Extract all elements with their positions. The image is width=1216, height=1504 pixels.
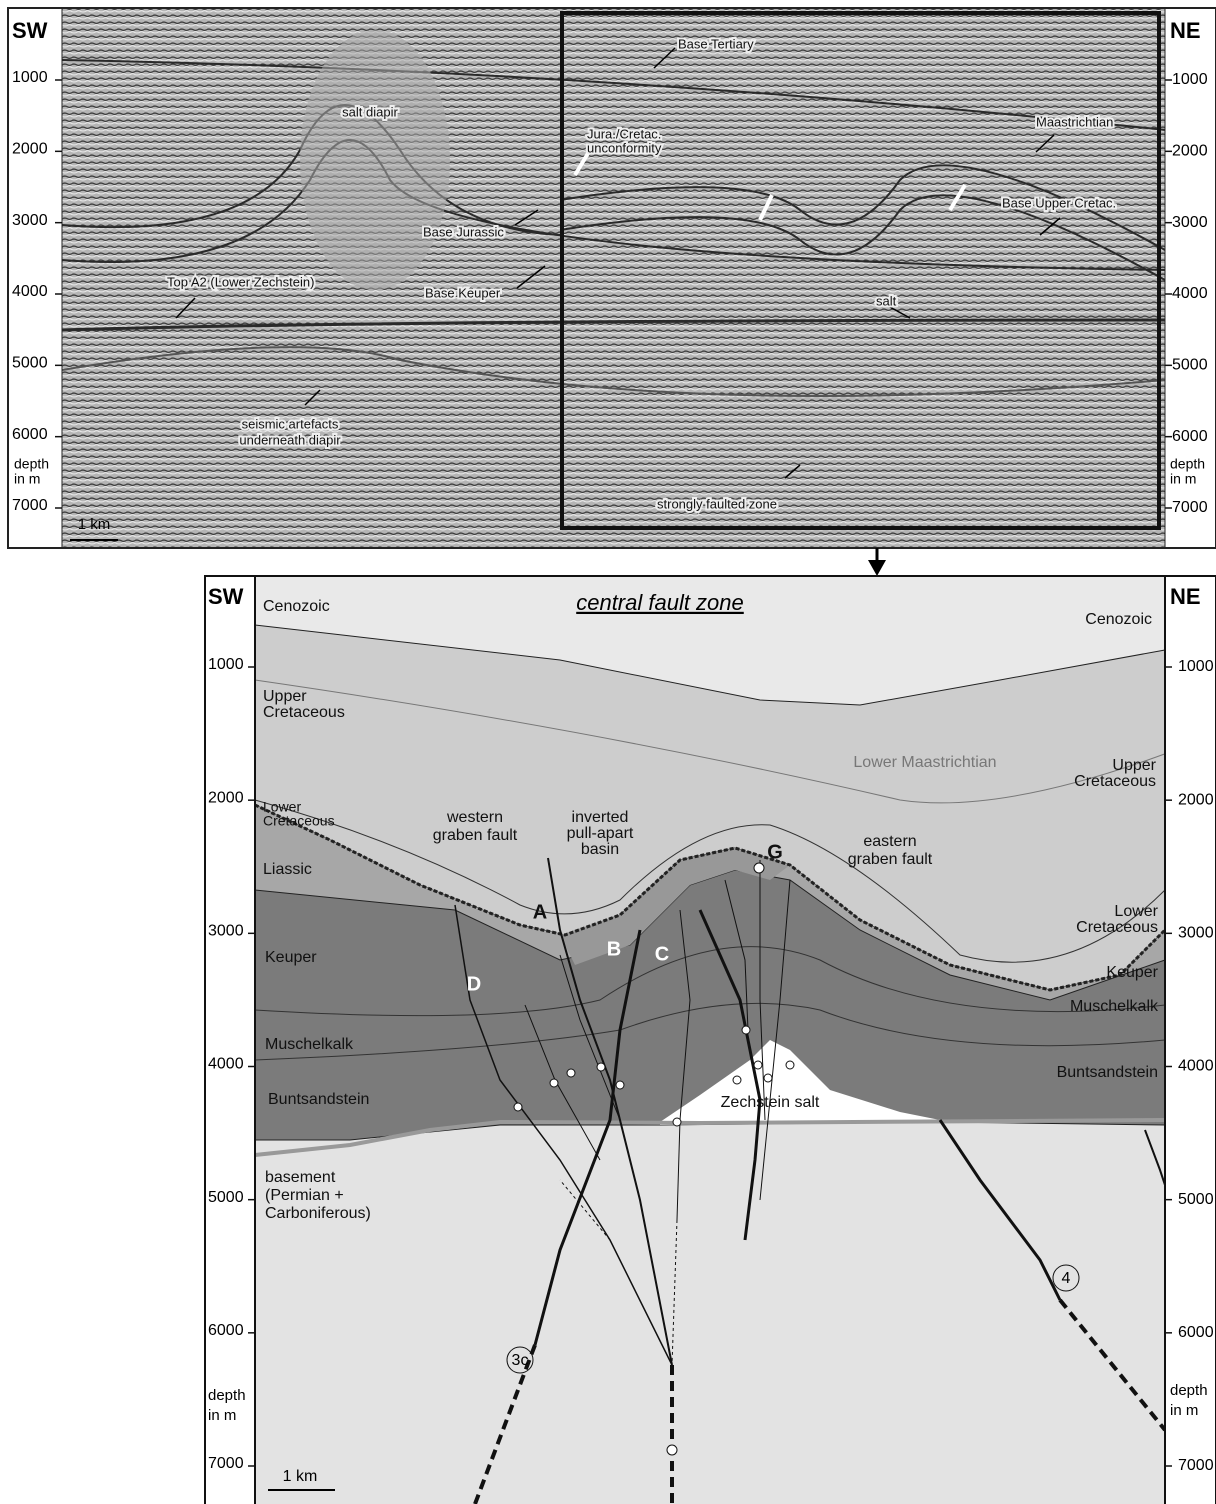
depth-tick-label: 4000 (1172, 285, 1208, 302)
depth-label: depth (208, 1387, 246, 1404)
depth-tick-label: 6000 (1178, 1324, 1214, 1341)
annotation: Cenozoic (1085, 611, 1152, 628)
scale-label: 1 km (78, 516, 111, 533)
side-label: NE (1170, 18, 1201, 43)
annotation: Upper (263, 688, 307, 705)
annotation: Cretaceous (1076, 919, 1158, 936)
annotation: Maastrichtian (1036, 114, 1113, 129)
annotation: Cretaceous (263, 813, 335, 829)
annotation: Lower (1114, 903, 1158, 920)
depth-label: in m (1170, 1402, 1198, 1419)
annotation: salt (876, 293, 897, 308)
scale-label: 1 km (283, 1468, 318, 1485)
depth-tick-label: 5000 (12, 355, 48, 372)
depth-tick-label: 7000 (1178, 1457, 1214, 1474)
depth-tick-label: 6000 (1172, 428, 1208, 445)
depth-tick-label: 2000 (1178, 791, 1214, 808)
side-label: NE (1170, 584, 1201, 609)
annotation: Zechstein salt (721, 1094, 820, 1111)
annotation: (Permian + (265, 1187, 344, 1204)
depth-label: depth (1170, 1382, 1208, 1399)
annotation: underneath diapir (239, 432, 341, 447)
depth-tick-label: 7000 (1172, 499, 1208, 516)
figure: 1 km SW NE depth in m depth in m 1 km ce… (0, 0, 1216, 1504)
depth-tick-label: 6000 (12, 426, 48, 443)
page: 1 km SW NE depth in m depth in m 1 km ce… (0, 0, 1216, 1504)
fault-number: 3c (512, 1352, 529, 1369)
annotation: seismic artefacts (242, 416, 339, 431)
depth-tick-label: 3000 (208, 923, 244, 940)
depth-tick-label: 1000 (208, 656, 244, 673)
annotation: Muschelkalk (1070, 998, 1159, 1015)
interpretation-panel: 1 km central fault zone SW NE depth in m… (205, 576, 1215, 1504)
depth-tick-label: 4000 (208, 1056, 244, 1073)
annotation: Base Tertiary (678, 36, 754, 51)
fault-label: C (655, 943, 669, 965)
annotation: Top A2 (Lower Zechstein) (167, 274, 314, 289)
depth-tick-label: 4000 (12, 283, 48, 300)
diapir (300, 30, 450, 290)
annotation: graben fault (848, 851, 933, 868)
annotation: graben fault (433, 827, 518, 844)
depth-tick-label: 4000 (1178, 1058, 1214, 1075)
annotation: Carboniferous) (265, 1205, 371, 1222)
section-title: central fault zone (576, 590, 744, 615)
depth-tick-label: 3000 (1178, 925, 1214, 942)
depth-tick-label: 7000 (208, 1455, 244, 1472)
fault-label: B (607, 938, 621, 960)
depth-tick-label: 7000 (12, 497, 48, 514)
annotation: Lower Maastrichtian (853, 754, 996, 771)
depth-label: in m (1170, 471, 1196, 487)
connector-head (868, 560, 886, 576)
depth-label: in m (208, 1407, 236, 1424)
annotation: Buntsandstein (1057, 1064, 1158, 1081)
fault-label: G (767, 841, 783, 863)
side-label: SW (12, 18, 48, 43)
depth-tick-label: 5000 (208, 1189, 244, 1206)
annotation: Muschelkalk (265, 1036, 354, 1053)
depth-label: depth (1170, 456, 1205, 472)
annotation: pull-apart (567, 825, 634, 842)
depth-tick-label: 1000 (1172, 71, 1208, 88)
depth-tick-label: 1000 (1178, 658, 1214, 675)
fault-label: D (467, 973, 481, 995)
depth-label: depth (14, 456, 49, 472)
annotation: Base Upper Cretac. (1002, 195, 1116, 210)
annotation: basement (265, 1169, 336, 1186)
depth-tick-label: 1000 (12, 69, 48, 86)
depth-label: in m (14, 471, 40, 487)
annotation: Buntsandstein (268, 1091, 369, 1108)
annotation: inverted (572, 809, 629, 826)
depth-tick-label: 2000 (1172, 143, 1208, 160)
depth-tick-label: 5000 (1178, 1191, 1214, 1208)
annotation: salt diapir (342, 104, 398, 119)
fault-label: A (533, 901, 547, 923)
depth-tick-label: 3000 (1172, 214, 1208, 231)
annotation: basin (581, 841, 619, 858)
annotation: Base Jurassic (423, 224, 504, 239)
annotation: Keuper (1106, 964, 1158, 981)
depth-tick-label: 5000 (1172, 357, 1208, 374)
depth-tick-label: 3000 (12, 212, 48, 229)
annotation: eastern (863, 833, 916, 850)
annotation: Cretaceous (263, 704, 345, 721)
depth-tick-label: 2000 (12, 141, 48, 158)
depth-tick-label: 6000 (208, 1322, 244, 1339)
annotation: Cenozoic (263, 598, 330, 615)
right-axis (1165, 577, 1215, 1504)
side-label: SW (208, 584, 244, 609)
annotation: western (446, 809, 503, 826)
left-axis (206, 577, 255, 1504)
annotation: Jura./Cretac. (587, 126, 661, 141)
annotation: strongly faulted zone (657, 496, 777, 511)
annotation: Base Keuper (425, 285, 501, 300)
annotation: unconformity (587, 140, 662, 155)
annotation: Cretaceous (1074, 773, 1156, 790)
depth-tick-label: 2000 (208, 789, 244, 806)
annotation: Upper (1112, 757, 1156, 774)
annotation: Liassic (263, 861, 312, 878)
fault-number: 4 (1062, 1270, 1071, 1287)
annotation: Keuper (265, 949, 317, 966)
